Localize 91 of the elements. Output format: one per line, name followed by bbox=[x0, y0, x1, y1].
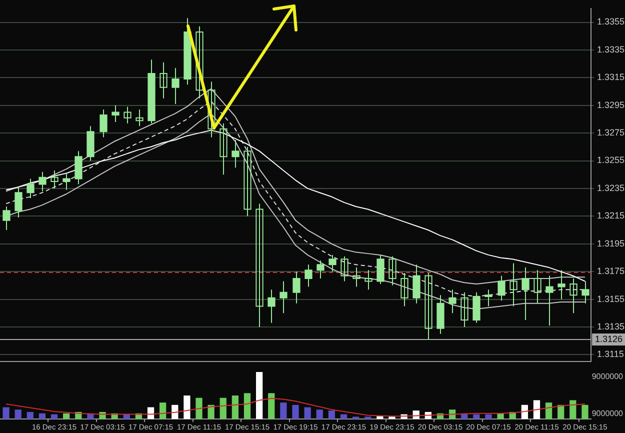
bar bbox=[292, 404, 299, 419]
bar bbox=[208, 404, 214, 419]
candlestick bbox=[172, 67, 180, 104]
candlestick bbox=[498, 275, 506, 302]
candlestick bbox=[304, 264, 312, 288]
y-tick-label: 1.3335 bbox=[597, 44, 625, 54]
bar bbox=[256, 372, 263, 419]
bar bbox=[196, 398, 202, 419]
candlestick bbox=[280, 280, 288, 314]
candlestick bbox=[232, 139, 240, 168]
bar bbox=[184, 396, 190, 419]
text: 9000000 bbox=[592, 409, 624, 418]
candlestick bbox=[534, 270, 542, 304]
candlestick bbox=[292, 271, 300, 304]
candlestick bbox=[328, 254, 336, 272]
candlestick bbox=[316, 260, 324, 279]
y-tick-label: 1.3315 bbox=[597, 72, 625, 82]
bar bbox=[328, 410, 335, 419]
candlestick bbox=[136, 109, 144, 127]
candlestick bbox=[112, 104, 120, 122]
candlestick bbox=[558, 270, 566, 300]
ref-line-label: 1.3126 bbox=[595, 334, 623, 344]
candlestick bbox=[448, 289, 456, 314]
candlestick bbox=[14, 186, 22, 218]
candlestick bbox=[74, 150, 82, 185]
bar bbox=[38, 413, 46, 419]
y-tick-label: 1.3295 bbox=[597, 100, 625, 110]
candlestick bbox=[256, 203, 264, 328]
candlestick bbox=[582, 280, 590, 304]
bar bbox=[582, 404, 588, 419]
candlestick bbox=[460, 292, 468, 328]
candlestick bbox=[412, 264, 420, 304]
bar bbox=[473, 414, 480, 419]
candlestick bbox=[220, 122, 228, 176]
y-tick-label: 1.3135 bbox=[597, 321, 625, 332]
bar bbox=[376, 416, 384, 419]
bar bbox=[232, 396, 239, 419]
bar bbox=[485, 414, 492, 419]
candlestick bbox=[546, 275, 554, 326]
y-tick-label: 1.3115 bbox=[597, 349, 624, 360]
candlestick bbox=[160, 62, 168, 99]
y-tick-label: 1.3195 bbox=[597, 238, 625, 248]
y-tick-label: 1.3235 bbox=[597, 182, 625, 193]
bar bbox=[570, 400, 576, 419]
candlestick bbox=[484, 289, 492, 307]
candlestick bbox=[26, 178, 34, 199]
candlestick bbox=[50, 170, 58, 189]
bar bbox=[160, 402, 166, 419]
candlestick bbox=[424, 272, 432, 340]
bar bbox=[280, 402, 287, 419]
candlestick bbox=[522, 266, 530, 321]
y-tick-label: 1.3355 bbox=[597, 16, 625, 27]
bar bbox=[304, 407, 311, 419]
bar bbox=[26, 412, 34, 419]
candlestick bbox=[124, 106, 132, 124]
candlestick bbox=[100, 109, 108, 138]
bar bbox=[14, 410, 22, 419]
candlestick bbox=[268, 289, 276, 324]
bar bbox=[2, 407, 10, 419]
candlestick bbox=[2, 206, 10, 231]
candlestick bbox=[62, 172, 70, 190]
y-tick-label: 1.3255 bbox=[597, 155, 625, 166]
bar bbox=[533, 400, 540, 419]
candlestick bbox=[376, 254, 384, 285]
bar bbox=[63, 413, 70, 419]
bar bbox=[316, 410, 323, 419]
y-tick-label: 1.3275 bbox=[597, 128, 625, 138]
text: 9000000 bbox=[592, 372, 624, 382]
bar bbox=[497, 413, 504, 419]
candlestick bbox=[472, 292, 480, 324]
bar bbox=[521, 404, 528, 419]
candlestick bbox=[570, 278, 578, 314]
candlestick bbox=[400, 272, 408, 307]
candlestick bbox=[352, 266, 360, 288]
bar bbox=[268, 393, 275, 419]
candlestick bbox=[340, 256, 348, 282]
candlestick bbox=[388, 256, 396, 286]
y-tick-label: 1.3215 bbox=[597, 210, 625, 221]
bar bbox=[50, 414, 58, 419]
bar bbox=[558, 404, 564, 419]
bar bbox=[220, 398, 226, 419]
y-tick-label: 1.3155 bbox=[597, 294, 625, 304]
candlestick bbox=[38, 171, 46, 192]
bar bbox=[244, 393, 251, 419]
y-tick-label: 1.3175 bbox=[597, 266, 625, 276]
bar bbox=[340, 414, 348, 419]
bar bbox=[172, 404, 178, 419]
bar bbox=[545, 402, 552, 419]
candlestick bbox=[364, 270, 372, 290]
candlestick bbox=[510, 262, 518, 307]
candlestick bbox=[244, 146, 252, 217]
